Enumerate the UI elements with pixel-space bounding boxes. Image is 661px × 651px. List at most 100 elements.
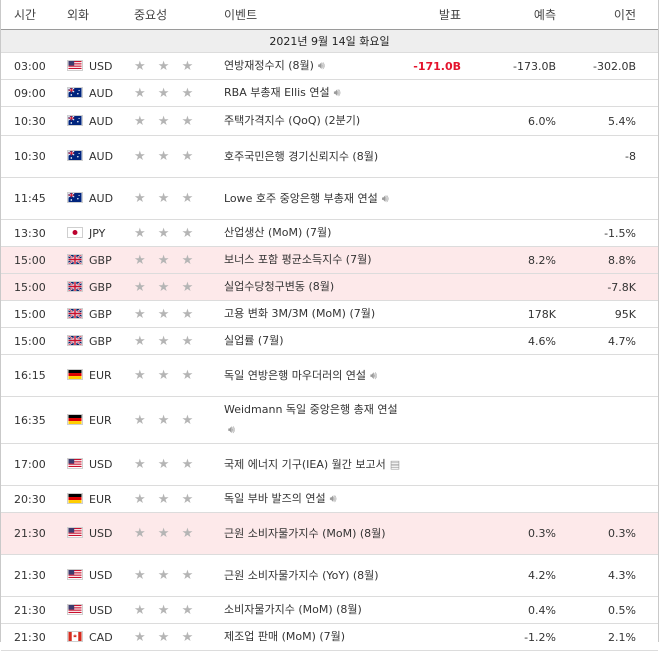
event-row[interactable]: 03:00 USD ★ ★ ★ 연방재정수지 (8월) 🔊︎ -171.0B -173.0B… [1, 52, 658, 80]
event-row[interactable]: 21:30 CAD ★ ★ ★ 제조업 판매 (MoM) (7월) -1.2% 2.1% [1, 623, 658, 651]
event-title[interactable]: 제조업 판매 (MoM) (7월) [224, 630, 346, 643]
event-importance: ★ ★ ★ [134, 106, 224, 136]
event-title[interactable]: Lowe 호주 중앙은행 부총재 연설 [224, 191, 378, 205]
event-title-cell[interactable]: Weidmann 독일 중앙은행 총재 연설 🔊︎ [224, 396, 405, 444]
event-title-cell[interactable]: 보너스 포함 평균소득지수 (7월) [224, 246, 405, 274]
event-title-cell[interactable]: 고용 변화 3M/3M (MoM) (7월) [224, 300, 405, 328]
event-title[interactable]: 호주국민은행 경기신뢰지수 (8월) [224, 149, 379, 163]
event-title[interactable]: 소비자물가지수 (MoM) (8월) [224, 603, 362, 616]
event-title[interactable]: 독일 부바 발즈의 연설 [224, 492, 326, 505]
event-forecast: -173.0B [475, 52, 570, 80]
currency-code: AUD [89, 192, 114, 205]
flag-gb-icon [67, 334, 83, 346]
event-row[interactable]: 10:30 AUD ★ ★ ★ 호주국민은행 경기신뢰지수 (8월) -8 [1, 135, 658, 178]
event-row[interactable]: 20:30 EUR ★ ★ ★ 독일 부바 발즈의 연설 🔊︎ [1, 485, 658, 513]
event-importance: ★ ★ ★ [134, 135, 224, 178]
importance-stars-icon: ★ ★ ★ [134, 149, 198, 164]
importance-stars-icon: ★ ★ ★ [134, 113, 198, 129]
speaker-icon[interactable]: 🔊︎ [317, 59, 325, 72]
event-title-cell[interactable]: 독일 연방은행 마우더러의 연설 🔊︎ [224, 354, 405, 397]
flag-gb-icon [67, 280, 83, 292]
event-row[interactable]: 09:00 AUD ★ ★ ★ RBA 부총재 Ellis 연설 🔊︎ [1, 79, 658, 107]
event-title[interactable]: 실업수당청구변동 (8월) [224, 280, 335, 293]
event-importance: ★ ★ ★ [134, 443, 224, 486]
speaker-icon[interactable]: 🔊︎ [370, 368, 377, 382]
report-icon[interactable]: ▤ [389, 457, 401, 471]
event-row[interactable]: 15:00 GBP ★ ★ ★ 보너스 포함 평균소득지수 (7월) 8.2% 8.8% [1, 246, 658, 274]
speaker-icon[interactable]: 🔊︎ [228, 423, 235, 436]
event-title-cell[interactable]: 독일 부바 발즈의 연설 🔊︎ [224, 485, 405, 513]
event-title[interactable]: RBA 부총재 Ellis 연설 [224, 86, 330, 99]
event-title-cell[interactable]: 근원 소비자물가지수 (MoM) (8월) [224, 512, 405, 555]
event-title[interactable]: 국제 에너지 기구(IEA) 월간 보고서 [224, 457, 386, 471]
event-row[interactable]: 16:15 EUR ★ ★ ★ 독일 연방은행 마우더러의 연설 🔊︎ [1, 354, 658, 397]
event-row[interactable]: 17:00 USD ★ ★ ★ 국제 에너지 기구(IEA) 월간 보고서 ▤ [1, 443, 658, 486]
event-importance: ★ ★ ★ [134, 354, 224, 397]
event-title-cell[interactable]: 근원 소비자물가지수 (YoY) (8월) [224, 554, 405, 597]
event-title-cell[interactable]: 국제 에너지 기구(IEA) 월간 보고서 ▤ [224, 443, 405, 486]
event-previous: 0.3% [570, 512, 658, 555]
event-forecast: 8.2% [475, 246, 570, 274]
event-title-cell[interactable]: 실업수당청구변동 (8월) [224, 273, 405, 301]
speaker-icon[interactable]: 🔊︎ [333, 86, 341, 99]
event-title-cell[interactable]: Lowe 호주 중앙은행 부총재 연설 🔊︎ [224, 177, 405, 220]
event-title[interactable]: 실업률 (7월) [224, 334, 284, 347]
event-row[interactable]: 11:45 AUD ★ ★ ★ Lowe 호주 중앙은행 부총재 연설 🔊︎ [1, 177, 658, 220]
event-title[interactable]: 산업생산 (MoM) (7월) [224, 226, 332, 239]
event-title[interactable]: 보너스 포함 평균소득지수 (7월) [224, 253, 372, 266]
speaker-icon[interactable]: 🔊︎ [329, 492, 337, 505]
flag-au-icon [67, 150, 83, 161]
event-title-cell[interactable]: 제조업 판매 (MoM) (7월) [224, 623, 405, 651]
event-title-cell[interactable]: 연방재정수지 (8월) 🔊︎ [224, 52, 405, 80]
event-actual [405, 623, 475, 651]
header-importance: 중요성 [134, 0, 224, 30]
event-title[interactable]: 근원 소비자물가지수 (YoY) (8월) [224, 568, 379, 582]
event-title-cell[interactable]: 산업생산 (MoM) (7월) [224, 219, 405, 247]
event-time: 17:00 [1, 443, 67, 486]
event-actual: -171.0B [405, 52, 475, 80]
event-title[interactable]: 근원 소비자물가지수 (MoM) (8월) [224, 526, 386, 540]
currency-code: GBP [89, 280, 112, 294]
event-row[interactable]: 15:00 GBP ★ ★ ★ 실업률 (7월) 4.6% 4.7% [1, 327, 658, 355]
event-title[interactable]: 연방재정수지 (8월) [224, 59, 314, 72]
event-importance: ★ ★ ★ [134, 485, 224, 513]
event-title[interactable]: 독일 연방은행 마우더러의 연설 [224, 368, 367, 382]
event-title-cell[interactable]: RBA 부총재 Ellis 연설 🔊︎ [224, 79, 405, 107]
event-time: 15:00 [1, 246, 67, 274]
event-time: 21:30 [1, 554, 67, 597]
event-actual [405, 396, 475, 444]
event-row[interactable]: 21:30 USD ★ ★ ★ 근원 소비자물가지수 (MoM) (8월) 0.3% 0.… [1, 512, 658, 555]
event-title-cell[interactable]: 호주국민은행 경기신뢰지수 (8월) [224, 135, 405, 178]
event-row[interactable]: 15:00 GBP ★ ★ ★ 고용 변화 3M/3M (MoM) (7월) 178K 9… [1, 300, 658, 328]
speaker-icon[interactable]: 🔊︎ [381, 191, 389, 205]
event-actual [405, 177, 475, 220]
event-actual [405, 354, 475, 397]
event-previous: 4.3% [570, 554, 658, 597]
event-currency: JPY [67, 219, 134, 247]
event-row[interactable]: 16:35 EUR ★ ★ ★ Weidmann 독일 중앙은행 총재 연설 🔊︎ [1, 396, 658, 444]
event-title[interactable]: 고용 변화 3M/3M (MoM) (7월) [224, 307, 376, 320]
event-importance: ★ ★ ★ [134, 219, 224, 247]
event-row[interactable]: 13:30 JPY ★ ★ ★ 산업생산 (MoM) (7월) -1.5% [1, 219, 658, 247]
event-previous: -8 [570, 135, 658, 178]
event-previous: 2.1% [570, 623, 658, 651]
event-time: 11:45 [1, 177, 67, 220]
event-row[interactable]: 21:30 USD ★ ★ ★ 근원 소비자물가지수 (YoY) (8월) 4.2% 4.… [1, 554, 658, 597]
currency-code: USD [89, 527, 113, 540]
event-row[interactable]: 10:30 AUD ★ ★ ★ 주택가격지수 (QoQ) (2분기) 6.0% 5.4% [1, 106, 658, 136]
event-row[interactable]: 21:30 USD ★ ★ ★ 소비자물가지수 (MoM) (8월) 0.4% 0.5% [1, 596, 658, 624]
importance-stars-icon: ★ ★ ★ [134, 368, 198, 383]
event-importance: ★ ★ ★ [134, 554, 224, 597]
event-title-cell[interactable]: 주택가격지수 (QoQ) (2분기) [224, 106, 405, 136]
flag-us-icon [67, 569, 83, 580]
flag-gb-icon [67, 253, 83, 265]
event-title[interactable]: 주택가격지수 (QoQ) (2분기) [224, 114, 361, 127]
event-title[interactable]: Weidmann 독일 중앙은행 총재 연설 [224, 403, 398, 416]
event-title-cell[interactable]: 소비자물가지수 (MoM) (8월) [224, 596, 405, 624]
importance-stars-icon: ★ ★ ★ [134, 306, 198, 322]
event-title-cell[interactable]: 실업률 (7월) [224, 327, 405, 355]
event-importance: ★ ★ ★ [134, 177, 224, 220]
event-row[interactable]: 15:00 GBP ★ ★ ★ 실업수당청구변동 (8월) -7.8K [1, 273, 658, 301]
flag-de-icon [67, 413, 83, 425]
event-time: 03:00 [1, 52, 67, 80]
